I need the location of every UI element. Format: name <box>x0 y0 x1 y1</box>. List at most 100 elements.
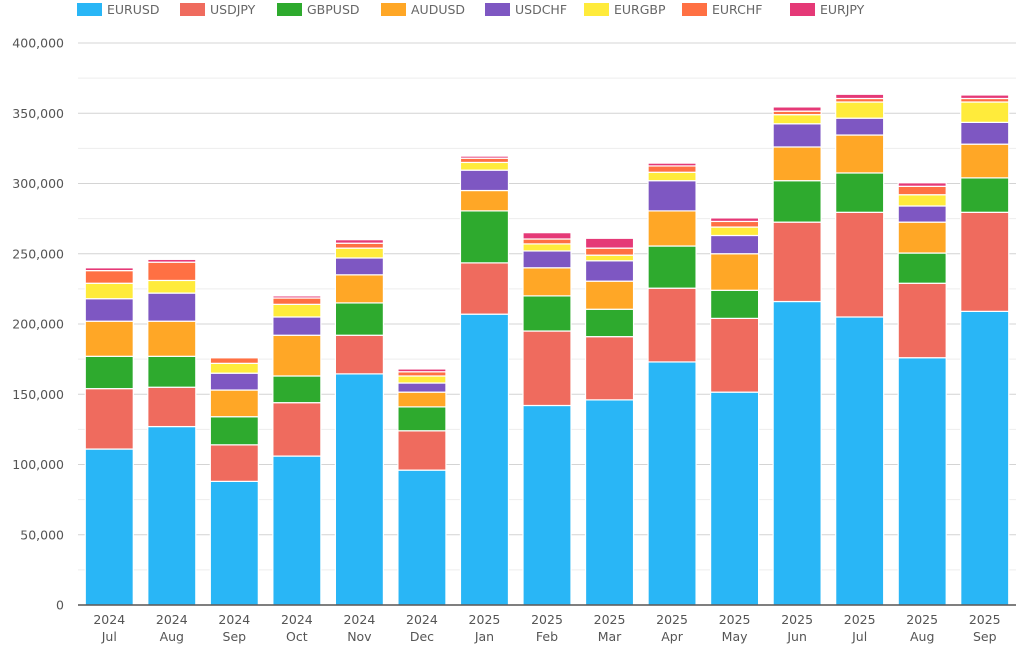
bar-segment-eurjpy[interactable] <box>584 237 635 249</box>
bar-segment-audusd[interactable] <box>397 391 447 408</box>
bar-stack-2024-sep[interactable] <box>209 356 259 606</box>
bar-segment-eurjpy[interactable] <box>709 217 760 223</box>
legend-item-gbpusd[interactable]: GBPUSD <box>277 2 360 17</box>
bar-stack-2024-jul[interactable] <box>84 267 134 606</box>
bar-segment-eurgbp[interactable] <box>459 161 510 171</box>
bar-segment-eurjpy[interactable] <box>835 93 885 100</box>
bar-stack-2024-nov[interactable] <box>334 239 384 606</box>
bar-segment-usdjpy[interactable] <box>272 402 322 457</box>
bar-segment-audusd[interactable] <box>647 210 697 247</box>
bar-segment-eurusd[interactable] <box>647 361 697 606</box>
bar-segment-eurusd[interactable] <box>522 404 572 606</box>
legend-item-eurchf[interactable]: EURCHF <box>682 2 762 17</box>
bar-segment-audusd[interactable] <box>459 189 510 212</box>
bar-segment-audusd[interactable] <box>960 143 1010 179</box>
bar-segment-usdchf[interactable] <box>835 117 885 136</box>
bar-segment-eurgbp[interactable] <box>772 114 822 125</box>
bar-segment-usdjpy[interactable] <box>522 330 572 407</box>
bar-segment-eurusd[interactable] <box>772 300 822 606</box>
bar-segment-usdchf[interactable] <box>209 372 259 391</box>
bar-segment-audusd[interactable] <box>897 221 947 254</box>
bar-segment-eurgbp[interactable] <box>835 101 885 119</box>
bar-segment-eurgbp[interactable] <box>334 247 384 259</box>
bar-segment-usdjpy[interactable] <box>147 386 197 428</box>
bar-segment-usdjpy[interactable] <box>209 444 259 482</box>
bar-segment-eurgbp[interactable] <box>960 101 1010 123</box>
bar-segment-eurjpy[interactable] <box>397 368 447 373</box>
bar-segment-eurchf[interactable] <box>334 242 384 249</box>
bar-stack-2025-mar[interactable] <box>584 237 635 606</box>
bar-segment-usdchf[interactable] <box>397 382 447 393</box>
bar-segment-usdchf[interactable] <box>522 250 572 269</box>
bar-segment-eurusd[interactable] <box>584 399 635 606</box>
bar-segment-eurjpy[interactable] <box>272 295 322 299</box>
legend-item-eurjpy[interactable]: EURJPY <box>790 2 865 17</box>
bar-segment-usdchf[interactable] <box>84 298 134 322</box>
legend-item-usdchf[interactable]: USDCHF <box>485 2 567 17</box>
bar-segment-eurusd[interactable] <box>84 448 134 606</box>
bar-segment-usdjpy[interactable] <box>397 430 447 471</box>
bar-segment-audusd[interactable] <box>522 267 572 297</box>
bar-segment-gbpusd[interactable] <box>835 172 885 213</box>
bar-segment-eurusd[interactable] <box>835 316 885 606</box>
bar-segment-eurchf[interactable] <box>897 185 947 196</box>
bar-segment-eurjpy[interactable] <box>522 232 572 240</box>
bar-segment-audusd[interactable] <box>584 280 635 310</box>
bar-segment-usdchf[interactable] <box>272 316 322 336</box>
bar-segment-eurchf[interactable] <box>397 371 447 377</box>
bar-stack-2025-jun[interactable] <box>772 106 822 606</box>
bar-segment-usdchf[interactable] <box>647 180 697 212</box>
bar-segment-eurgbp[interactable] <box>709 226 760 237</box>
bar-segment-eurjpy[interactable] <box>772 106 822 112</box>
bar-segment-eurgbp[interactable] <box>272 303 322 318</box>
bar-segment-usdjpy[interactable] <box>835 211 885 318</box>
bar-segment-eurgbp[interactable] <box>647 171 697 182</box>
bar-segment-eurusd[interactable] <box>147 425 197 606</box>
bar-segment-usdjpy[interactable] <box>584 336 635 401</box>
bar-segment-gbpusd[interactable] <box>647 245 697 289</box>
bar-segment-eurchf[interactable] <box>522 238 572 245</box>
bar-segment-usdchf[interactable] <box>147 292 197 322</box>
bar-segment-gbpusd[interactable] <box>709 289 760 319</box>
bar-segment-eurjpy[interactable] <box>960 94 1010 100</box>
bar-segment-eurgbp[interactable] <box>522 243 572 252</box>
bar-segment-audusd[interactable] <box>147 320 197 357</box>
bar-segment-eurgbp[interactable] <box>209 362 259 374</box>
bar-segment-usdchf[interactable] <box>709 234 760 255</box>
bar-segment-gbpusd[interactable] <box>960 177 1010 213</box>
bar-segment-eurusd[interactable] <box>459 313 510 606</box>
bar-segment-eurusd[interactable] <box>709 391 760 606</box>
bar-segment-usdchf[interactable] <box>584 260 635 282</box>
bar-stack-2024-aug[interactable] <box>147 258 197 606</box>
bar-stack-2024-dec[interactable] <box>397 368 447 606</box>
bar-segment-usdchf[interactable] <box>897 205 947 223</box>
bar-segment-eurgbp[interactable] <box>584 254 635 262</box>
legend-item-usdjpy[interactable]: USDJPY <box>180 2 256 17</box>
bar-segment-gbpusd[interactable] <box>272 375 322 404</box>
bar-stack-2025-jul[interactable] <box>835 93 885 606</box>
bar-segment-eurjpy[interactable] <box>897 182 947 187</box>
bar-segment-usdjpy[interactable] <box>960 211 1010 312</box>
bar-segment-eurgbp[interactable] <box>897 194 947 207</box>
bar-stack-2025-jan[interactable] <box>459 155 510 606</box>
bar-segment-eurusd[interactable] <box>397 469 447 606</box>
legend-item-audusd[interactable]: AUDUSD <box>381 2 465 17</box>
bar-segment-eurjpy[interactable] <box>147 258 197 263</box>
bar-segment-eurchf[interactable] <box>709 220 760 228</box>
bar-segment-eurjpy[interactable] <box>209 356 259 359</box>
bar-segment-usdjpy[interactable] <box>647 287 697 363</box>
bar-segment-eurusd[interactable] <box>334 373 384 606</box>
bar-segment-audusd[interactable] <box>84 320 134 357</box>
bar-stack-2025-sep[interactable] <box>960 94 1010 606</box>
bar-segment-gbpusd[interactable] <box>584 308 635 338</box>
bar-segment-eurusd[interactable] <box>960 310 1010 606</box>
bar-segment-usdchf[interactable] <box>459 169 510 192</box>
bar-segment-eurgbp[interactable] <box>397 375 447 384</box>
bar-segment-eurchf[interactable] <box>147 261 197 282</box>
bar-segment-eurchf[interactable] <box>459 157 510 164</box>
bar-stack-2025-aug[interactable] <box>897 182 947 606</box>
bar-segment-usdjpy[interactable] <box>709 317 760 393</box>
bar-segment-usdjpy[interactable] <box>772 221 822 303</box>
bar-stack-2024-oct[interactable] <box>272 295 322 606</box>
bar-segment-eurgbp[interactable] <box>84 282 134 300</box>
